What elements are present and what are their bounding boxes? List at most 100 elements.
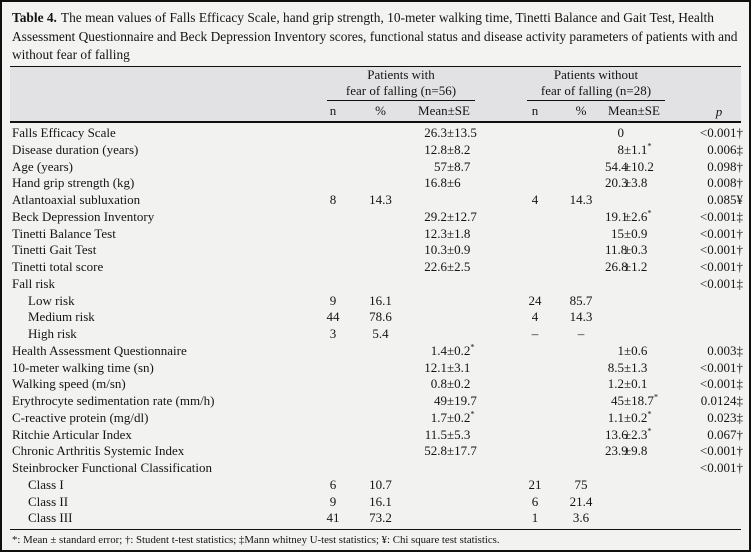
group1-pct-value xyxy=(354,226,407,243)
group2-n-value xyxy=(513,209,557,226)
group1-mean-se-value: 1.7 ±0.2* xyxy=(430,408,475,425)
table-row: Erythrocyte sedimentation rate (mm/h) 49… xyxy=(10,391,743,410)
group2-pct-value xyxy=(557,276,605,293)
group1-mean-se-value: 49 ±19.7 xyxy=(434,393,477,408)
group1-mean-se-value: 12.8 ±8.2 xyxy=(424,141,471,157)
group2-n-value: 4 xyxy=(531,192,539,207)
group2-mean-se-value: 23.9 ±9.8 xyxy=(605,443,648,459)
p-value: 0.0124‡ xyxy=(700,393,743,408)
table-row: Tinetti Gait Test 10.3 ±0.9 11.8 ±0.3 <0.0… xyxy=(10,242,743,259)
group2-pct-value: 21.4 xyxy=(569,493,593,509)
p-column-header: p xyxy=(715,104,723,119)
group2-header: Patients without fear of falling (n=28) xyxy=(527,67,665,101)
group1-n-value xyxy=(312,427,354,444)
group2-pct-value xyxy=(557,460,605,477)
group1-n-value xyxy=(312,360,354,377)
group1-n-value: 41 xyxy=(326,510,340,526)
group1-mean-se-value: 29.2 ±12.7 xyxy=(424,208,477,224)
group2-pct-value xyxy=(557,376,605,393)
group1-n-value: 6 xyxy=(329,476,337,492)
group2-n-value: 4 xyxy=(531,309,539,325)
group1-mean-se-value: 12.3 ±1.8 xyxy=(424,225,471,241)
p-value: <0.001† xyxy=(699,259,743,274)
group2-pct-value xyxy=(557,226,605,243)
group1-mean-se-value xyxy=(407,494,505,511)
table-row: Low risk 9 16.1 24 85.7 xyxy=(10,293,741,310)
caption-label: Table 4. xyxy=(12,10,57,25)
p-value xyxy=(693,326,745,343)
group1-n-value: 8 xyxy=(329,192,337,207)
table-row: Tinetti Balance Test 12.3 ±1.8 15 ±0.9 <0.… xyxy=(10,225,743,243)
group1-n-value xyxy=(312,343,354,360)
table-row: High risk 3 5.4 – – xyxy=(10,326,741,343)
parameter-name: Tinetti total score xyxy=(12,259,104,274)
group1-mean-se-value xyxy=(407,477,505,494)
parameter-name: Ritchie Articular Index xyxy=(12,426,132,442)
group2-mean-se-value: 1 ±0.6 xyxy=(617,342,648,358)
group1-col-mean-header: Mean±SE xyxy=(418,103,470,118)
group1-mean-se-value xyxy=(407,293,505,310)
group2-n-value xyxy=(513,159,557,176)
group1-mean-se-value: 57 ±8.7 xyxy=(434,158,471,174)
table-row: Class I 6 10.7 21 75 xyxy=(10,477,741,494)
group1-mean-se-value xyxy=(407,510,505,527)
parameter-name: Atlantoaxial subluxation xyxy=(12,192,141,207)
table-row: Chronic Arthritis Systemic Index 52.8 ±17… xyxy=(10,443,743,460)
group1-mean-se-value xyxy=(407,460,505,477)
group1-pct-value xyxy=(354,276,407,293)
p-value: 0.008† xyxy=(707,175,743,191)
parameter-name: Falls Efficacy Scale xyxy=(12,125,116,140)
parameter-name: Walking speed (m/sn) xyxy=(12,376,126,392)
group2-n-value: 6 xyxy=(531,493,539,509)
table-row: Hand grip strength (kg) 16.8 ±6 20.3 ±3.8 … xyxy=(10,175,743,192)
table-header: Patients with fear of falling (n=56) Pat… xyxy=(10,67,741,121)
p-value: 0.003‡ xyxy=(707,342,743,358)
group1-n-value: 9 xyxy=(329,292,337,308)
group1-n-value xyxy=(312,443,354,460)
group2-n-value xyxy=(513,343,557,360)
group1-pct-value xyxy=(354,242,407,259)
table-row: C-reactive protein (mg/dl) 1.7 ±0.2* 1.1 ±… xyxy=(10,408,743,427)
group2-n-value xyxy=(513,226,557,243)
group1-mean-se-value xyxy=(407,276,505,293)
group1-n-value xyxy=(312,460,354,477)
group2-mean-se-value: 13.6 ±2.3* xyxy=(605,425,652,442)
group1-mean-se-value: 16.8 ±6 xyxy=(424,175,461,191)
parameter-name: Tinetti Gait Test xyxy=(12,242,97,258)
group2-pct-value xyxy=(557,343,605,360)
group2-mean-se-value: 11.8 ±0.3 xyxy=(605,242,648,258)
group2-pct-value xyxy=(557,443,605,460)
group1-header: Patients with fear of falling (n=56) xyxy=(327,67,475,101)
table-footnote: *: Mean ± standard error; †: Student t-t… xyxy=(12,534,500,546)
group1-pct-value: 5.4 xyxy=(372,326,389,341)
group1-pct-value: 73.2 xyxy=(369,510,392,526)
group1-pct-value xyxy=(354,159,407,176)
group2-n-value xyxy=(513,142,557,159)
p-value: 0.098† xyxy=(707,158,743,174)
group1-mean-se-value: 26.3 ±13.5 xyxy=(424,125,477,140)
group2-mean-se-value: 20.3 ±3.8 xyxy=(605,175,648,191)
group2-n-value xyxy=(513,393,557,410)
group1-n-value xyxy=(312,175,354,192)
group2-n-value xyxy=(513,427,557,444)
group1-n-value xyxy=(312,259,354,276)
group2-n-value xyxy=(513,276,557,293)
parameter-name: Tinetti Balance Test xyxy=(12,225,116,241)
p-value: <0.001† xyxy=(699,443,743,459)
group2-mean-se-value xyxy=(605,494,693,511)
p-value: <0.001† xyxy=(699,460,743,475)
group1-n-value: 3 xyxy=(329,326,337,341)
group2-pct-value xyxy=(557,410,605,427)
table-row: Class II 9 16.1 6 21.4 xyxy=(10,494,741,511)
group2-mean-se-value: 45 ±18.7* xyxy=(611,391,659,408)
group1-pct-value xyxy=(354,343,407,360)
p-value: <0.001† xyxy=(699,359,743,375)
group1-col-pct-header: % xyxy=(375,103,386,118)
group2-mean-se-value: 54.4 ±10.2 xyxy=(605,158,654,174)
p-value: 0.067† xyxy=(707,426,743,442)
p-value: <0.001‡ xyxy=(699,208,743,224)
p-value: <0.001‡ xyxy=(699,275,743,291)
table-row: Atlantoaxial subluxation 8 14.3 4 14.3 0… xyxy=(10,192,743,209)
group2-n-value xyxy=(513,443,557,460)
group2-pct-value xyxy=(557,259,605,276)
